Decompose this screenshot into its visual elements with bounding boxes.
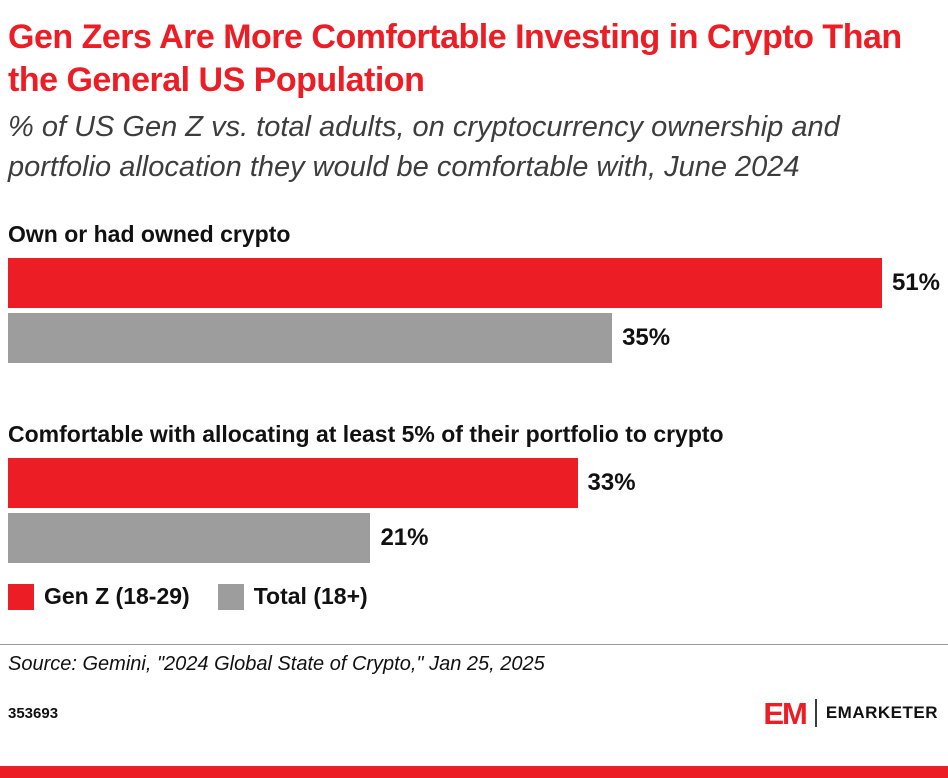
bar-total-allocation [8, 513, 371, 564]
chart-header: Gen Zers Are More Comfortable Investing … [8, 16, 940, 187]
bar-row: 33% [8, 458, 940, 509]
bar-value-label: 21% [380, 524, 429, 552]
legend-swatch-total [217, 583, 244, 610]
bar-group-label: Comfortable with allocating at least 5% … [8, 421, 724, 448]
legend-item-genz: Gen Z (18-29) [8, 583, 190, 610]
source-line: Source: Gemini, "2024 Global State of Cr… [8, 653, 545, 676]
bottom-red-strip [0, 766, 948, 778]
chart-area: Own or had owned crypto 51% 35% Comforta… [8, 221, 940, 610]
bar-genz-ownership [8, 258, 882, 309]
brand-divider [814, 699, 817, 728]
bar-value-label: 35% [622, 324, 671, 352]
legend-label: Gen Z (18-29) [44, 583, 190, 610]
bar-row: 51% [8, 258, 940, 309]
chart-footer: Source: Gemini, "2024 Global State of Cr… [0, 644, 948, 778]
bar-group-allocation: Comfortable with allocating at least 5% … [8, 421, 940, 564]
emarketer-logo-icon: EM [763, 695, 807, 731]
bar-total-ownership [8, 313, 613, 364]
legend: Gen Z (18-29) Total (18+) [8, 583, 940, 610]
footer-bottom: 353693 EM EMARKETER [0, 692, 948, 734]
chart-id: 353693 [8, 704, 59, 722]
bar-row: 35% [8, 313, 940, 364]
chart-subtitle: % of US Gen Z vs. total adults, on crypt… [8, 111, 840, 184]
bar-value-label: 51% [891, 269, 940, 297]
bar-genz-allocation [8, 458, 578, 509]
legend-swatch-genz [8, 583, 34, 610]
legend-item-total: Total (18+) [217, 583, 368, 610]
legend-label: Total (18+) [253, 583, 368, 610]
bar-group-ownership: Own or had owned crypto 51% 35% [8, 221, 940, 364]
brand-name: EMARKETER [825, 703, 938, 723]
emarketer-brand: EM EMARKETER [763, 698, 938, 729]
chart-title: Gen Zers Are More Comfortable Investing … [8, 18, 902, 99]
bar-value-label: 33% [587, 469, 636, 497]
bar-group-label: Own or had owned crypto [8, 221, 291, 248]
bar-row: 21% [8, 513, 940, 564]
source-block: Source: Gemini, "2024 Global State of Cr… [0, 644, 948, 676]
